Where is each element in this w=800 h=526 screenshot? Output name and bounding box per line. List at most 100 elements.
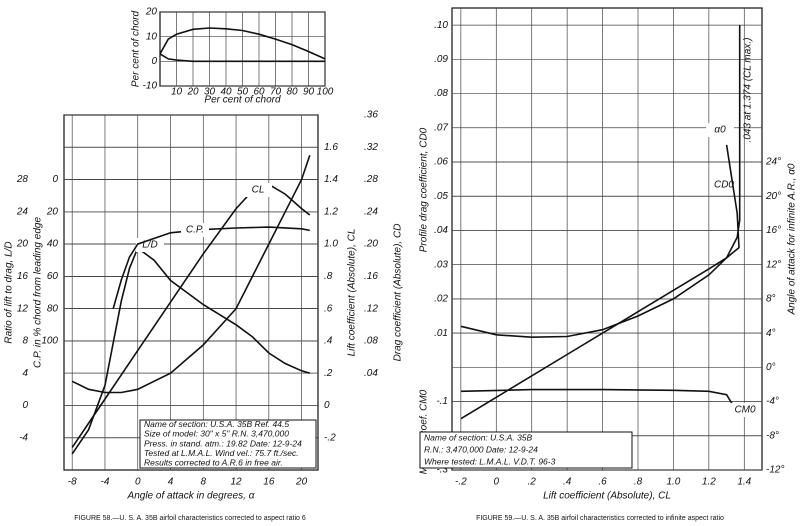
curve <box>159 27 326 60</box>
note-line: Name of section: U.S.A. 35B <box>424 432 533 442</box>
y2-tick-label: 20 <box>46 206 59 217</box>
curve-label-bg <box>706 123 734 137</box>
y2-tick-label: 60 <box>47 271 59 282</box>
note-line: Size of model: 30" x 5" R.N. 3,470,000 <box>144 429 289 439</box>
y-tick-label: .05 <box>434 191 448 202</box>
curve-label-bg <box>731 403 759 417</box>
curve-label: α0 <box>714 125 726 136</box>
y4-axis-title: Drag coefficient (Absolute), CD <box>393 224 404 362</box>
x-tick-label: 70 <box>270 87 282 98</box>
y3-tick-label: 1.4 <box>324 174 338 185</box>
y-tick-label: -10 <box>143 81 158 92</box>
y3-tick-label: 4° <box>766 328 776 339</box>
x-tick-label: 80 <box>286 87 298 98</box>
y-tick-label: 0 <box>151 56 157 67</box>
x-tick-label: -4 <box>101 477 110 488</box>
note-line: R.N.: 3,470,000 Date: 12-9-24 <box>424 444 538 454</box>
y-tick-label: 10 <box>146 31 158 42</box>
y4-tick-label: .04 <box>364 368 378 379</box>
y3-tick-label: -4° <box>766 396 779 407</box>
x-axis-title: Angle of attack in degrees, α <box>127 491 255 502</box>
y-tick-label: 12 <box>17 303 29 314</box>
y3-tick-label: 24° <box>765 157 781 168</box>
y4-tick-label: .28 <box>364 174 378 185</box>
y4-tick-label: .12 <box>364 303 378 314</box>
y-tick-label: .09 <box>434 54 448 65</box>
y3-tick-label: .8 <box>324 271 333 282</box>
y3-tick-label: 12° <box>766 259 781 270</box>
note-line: Results corrected to A.R.6 in free air. <box>144 457 283 467</box>
x-tick-label: 100 <box>317 87 334 98</box>
y3-tick-label: .2 <box>324 368 333 379</box>
x-tick-label: 30 <box>204 87 216 98</box>
curve-label-bg <box>181 223 209 237</box>
figure-caption: FIGURE 59.—U. S. A. 35B airfoil characte… <box>476 515 724 522</box>
x-tick-label: 12 <box>231 477 243 488</box>
note-box <box>139 419 317 469</box>
y-tick-label: .06 <box>434 157 448 168</box>
x-tick-label: 0 <box>494 477 500 488</box>
y4-tick-label: .32 <box>364 142 378 153</box>
y2-tick-label: 100 <box>41 336 58 347</box>
note-line: Name of section: U.S.A. 35B Ref. 44.5 <box>144 419 289 429</box>
y-tick-label: 24 <box>16 206 29 217</box>
y-tick-label: .01 <box>434 328 448 339</box>
curve <box>71 246 311 455</box>
y3-tick-label: 1.0 <box>324 239 338 250</box>
x-tick-label: .6 <box>598 477 607 488</box>
curve-label: L/D <box>142 240 158 251</box>
plot-frame <box>63 114 319 471</box>
curve <box>460 388 740 416</box>
y-tick-label: 4 <box>22 368 28 379</box>
y3-tick-label: 20° <box>765 191 781 202</box>
y3-tick-label: 1.6 <box>324 142 338 153</box>
curve <box>71 183 311 448</box>
y4-tick-label: .36 <box>364 110 378 121</box>
curve-label-bg <box>244 183 272 197</box>
y3-tick-label: -12° <box>766 465 784 476</box>
y2-tick-label: 80 <box>47 303 59 314</box>
curve-label: CL <box>252 185 265 196</box>
y-tick-label: 28 <box>16 174 29 185</box>
x-tick-label: 10 <box>171 87 183 98</box>
x-tick-label: 90 <box>303 87 315 98</box>
y-axis-title: Per cent of chord <box>131 10 142 87</box>
y-tick-label: .07 <box>434 122 448 133</box>
x-tick-label: -8 <box>68 477 77 488</box>
y-tick-label: 0 <box>22 400 28 411</box>
x-tick-label: .8 <box>634 477 643 488</box>
curve-label: CM0 <box>734 405 756 416</box>
y3-tick-label: .4 <box>324 336 333 347</box>
y3-tick-label: .6 <box>324 303 333 314</box>
y-tick-label: .04 <box>434 225 448 236</box>
y2-tick-label: -.3 <box>436 465 448 476</box>
y3-tick-label: 8° <box>766 294 776 305</box>
x-tick-label: 20 <box>295 477 308 488</box>
y3-axis-title: Lift coefficient (Absolute), CL <box>347 229 358 357</box>
x-tick-label: -.2 <box>455 477 467 488</box>
figure-caption: FIGURE 58.—U. S. A. 35B airfoil characte… <box>74 515 306 522</box>
y4-tick-label: .16 <box>364 271 378 282</box>
y-tick-label: 20 <box>16 239 29 250</box>
y4-tick-label: .24 <box>364 206 378 217</box>
note-line: Press. in stand. atm.: 19.82 Date: 12-9-… <box>144 438 302 448</box>
x-tick-label: 40 <box>220 87 232 98</box>
y3-tick-label: -8° <box>766 430 779 441</box>
x-tick-label: 16 <box>263 477 275 488</box>
plot-frame <box>451 7 763 471</box>
y2-tick-label: 40 <box>47 239 59 250</box>
y-tick-label: 8 <box>22 336 28 347</box>
y-tick-label: 16 <box>17 271 29 282</box>
x-tick-label: .4 <box>563 477 572 488</box>
x-tick-label: 4 <box>168 477 174 488</box>
curve-label-bg <box>710 178 738 192</box>
x-tick-label: 50 <box>237 87 249 98</box>
y3-tick-label: 0° <box>766 362 776 373</box>
curve-label: C.P. <box>186 225 204 236</box>
y2-axis-title: C.P. in % chord from leading edge <box>33 217 44 368</box>
curve <box>159 53 325 63</box>
y3-tick-label: 16° <box>766 225 781 236</box>
x-tick-label: .2 <box>528 477 537 488</box>
y4-tick-label: .08 <box>364 336 378 347</box>
y-tick-label: .03 <box>434 259 448 270</box>
